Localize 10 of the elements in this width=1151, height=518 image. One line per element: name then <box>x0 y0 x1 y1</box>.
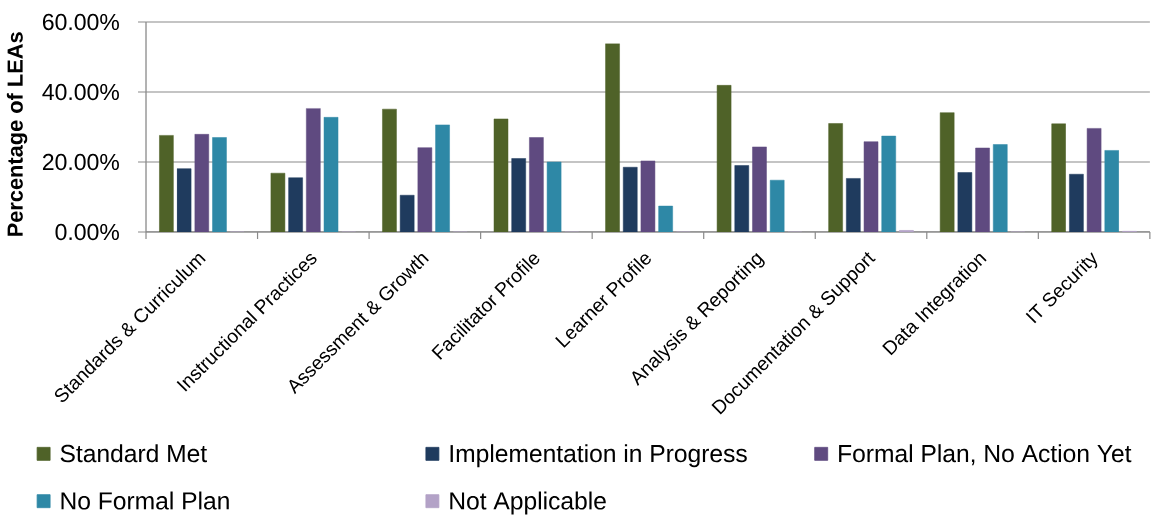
y-tick-label: 40.00% <box>42 83 119 101</box>
legend-label: Formal Plan, No Action Yet <box>839 444 1132 466</box>
legend-label: Standard Met <box>60 444 207 463</box>
y-tick-label: 0.00% <box>55 223 119 241</box>
y-tick-label: 20.00% <box>42 153 119 171</box>
legend-label: Not Applicable <box>450 491 606 515</box>
legend-label: Implementation in Progress <box>450 444 747 468</box>
legend-label: No Formal Plan <box>61 491 229 510</box>
y-axis-title: Percentage of LEAs <box>6 32 28 236</box>
y-tick-label: 60.00% <box>42 13 119 31</box>
